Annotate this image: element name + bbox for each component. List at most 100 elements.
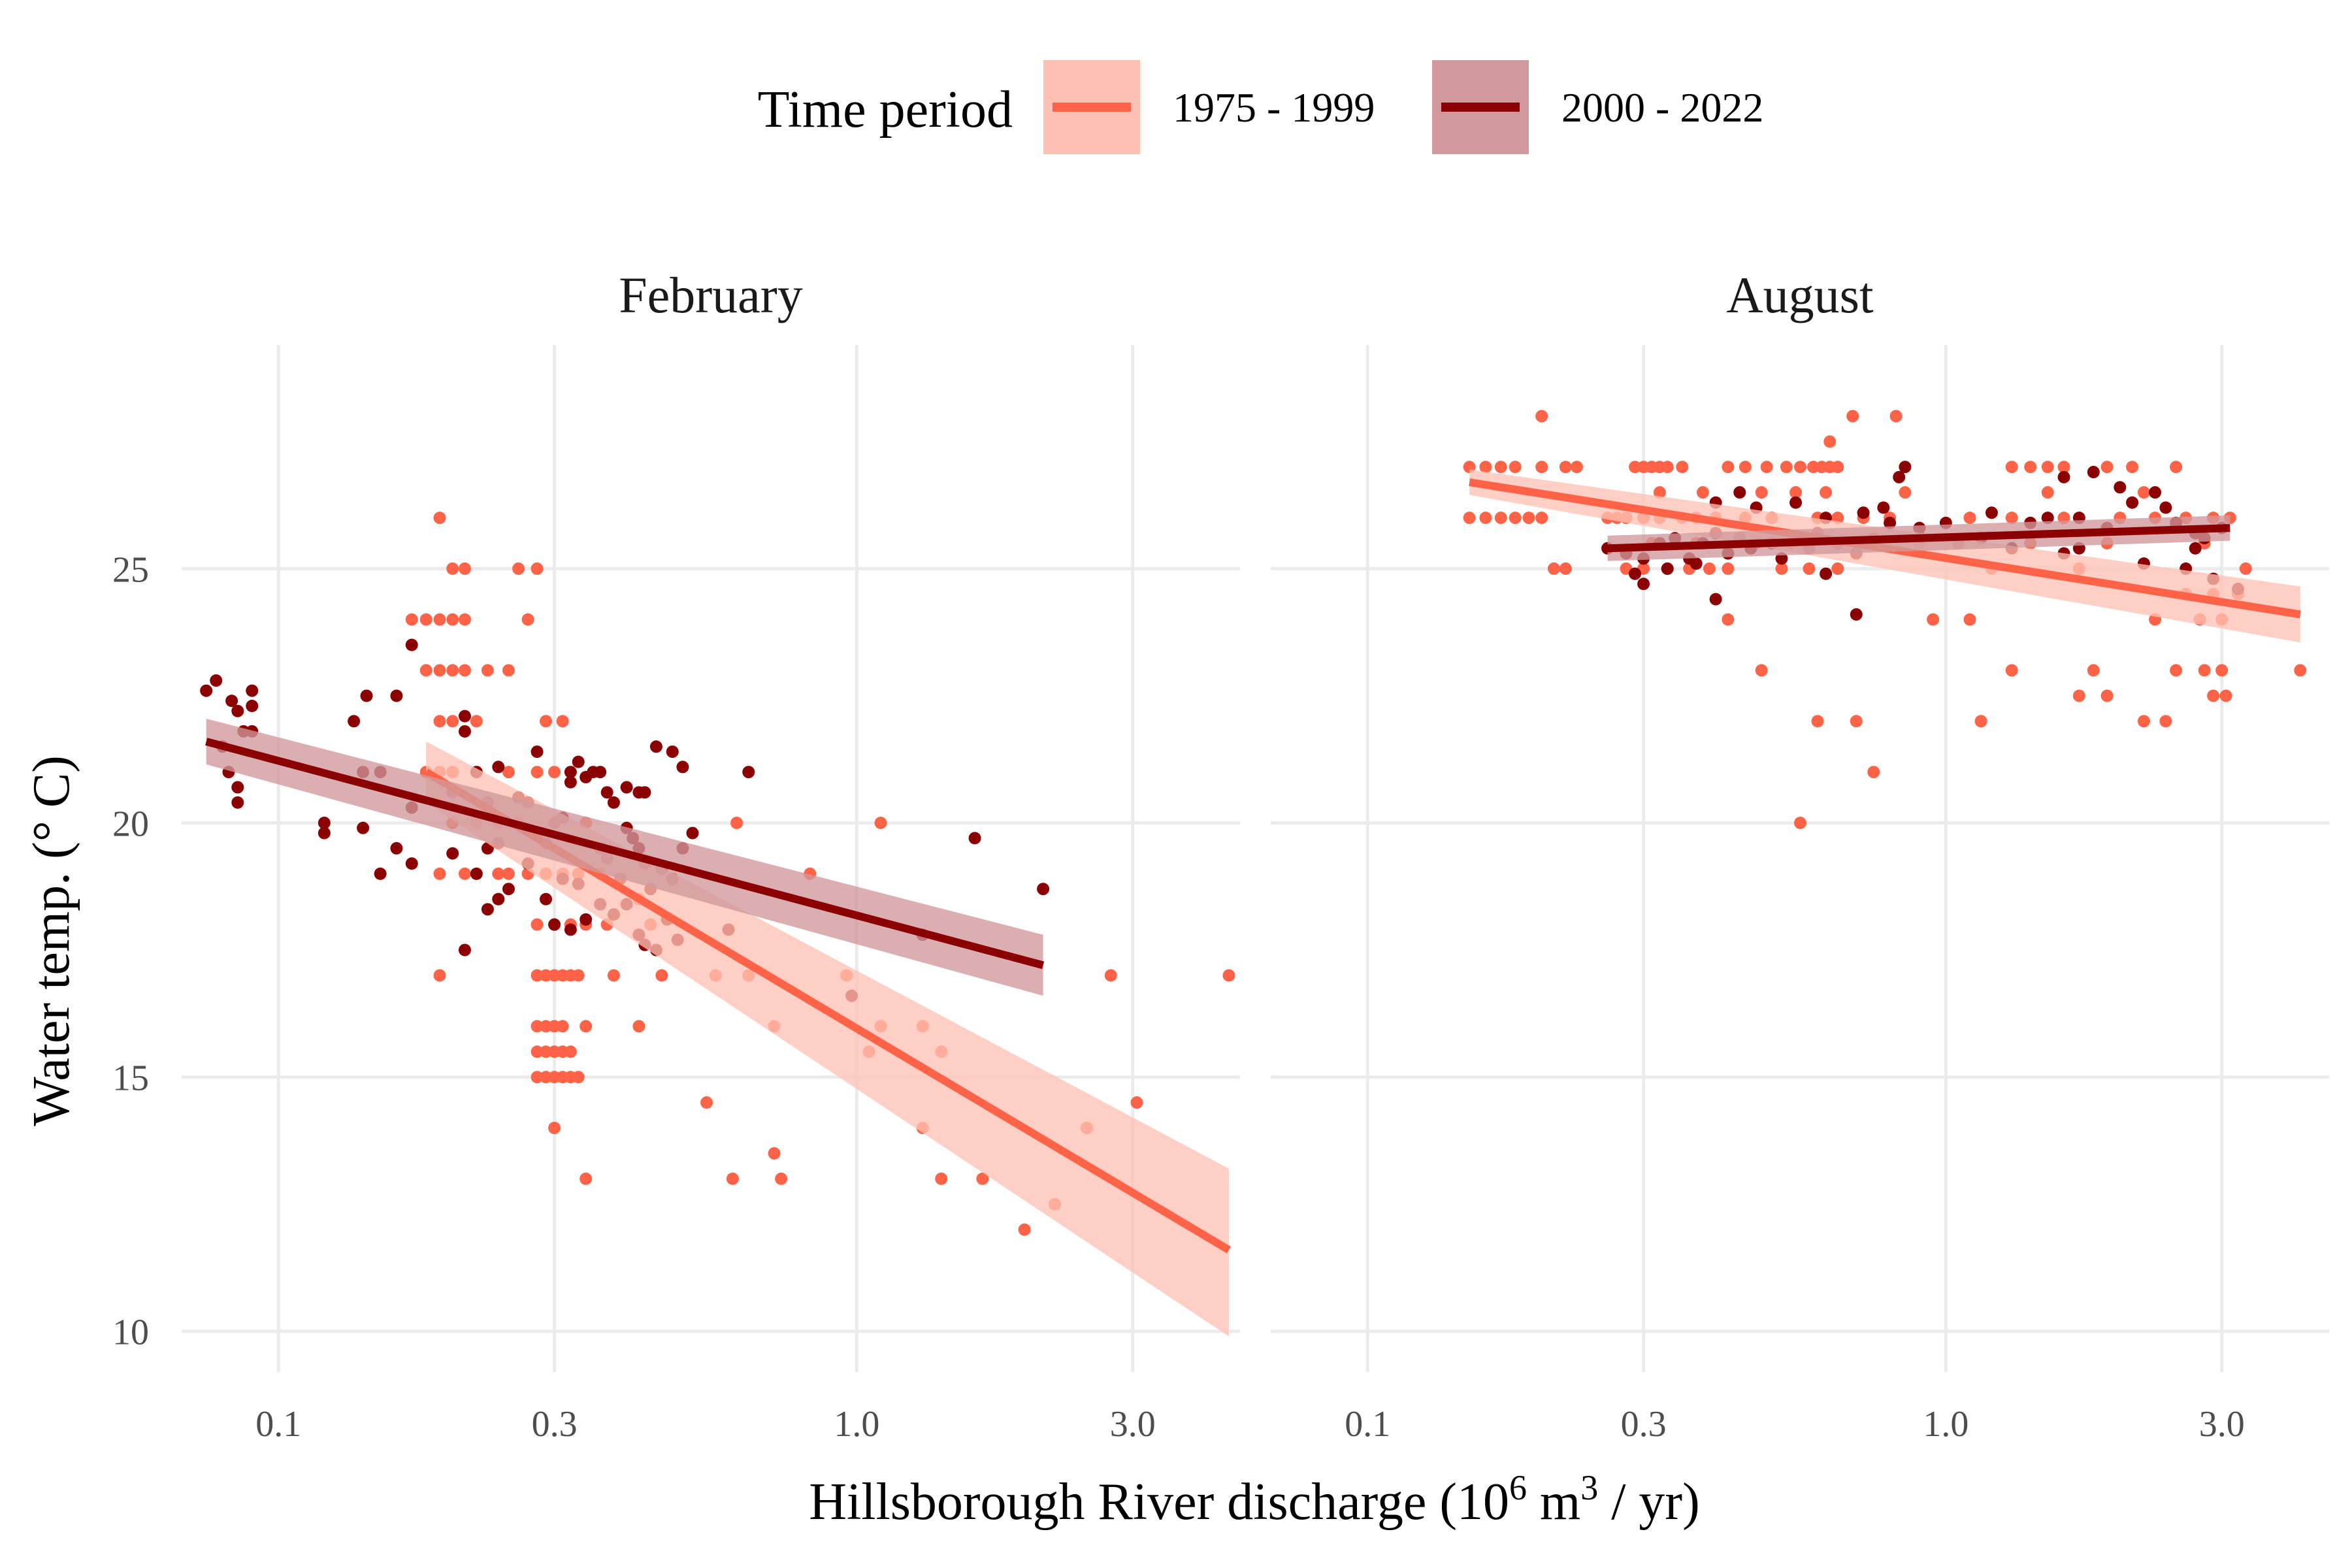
data-point xyxy=(1963,512,1976,525)
data-point xyxy=(2087,466,2100,479)
data-point xyxy=(1637,578,1650,591)
data-point xyxy=(1509,512,1522,525)
data-point xyxy=(1846,410,1859,423)
data-point xyxy=(1676,461,1689,474)
data-point xyxy=(1811,715,1824,728)
data-point xyxy=(1690,557,1703,570)
data-point xyxy=(1867,766,1880,779)
data-point xyxy=(666,745,679,759)
data-point xyxy=(686,826,699,840)
data-point xyxy=(768,1147,781,1160)
x-tick-label: 0.3 xyxy=(1621,1404,1667,1445)
data-point xyxy=(1661,562,1674,575)
data-point xyxy=(1803,562,1816,575)
data-point xyxy=(458,867,471,880)
data-point xyxy=(210,674,223,687)
data-point xyxy=(548,766,561,779)
data-point xyxy=(433,867,446,880)
data-point xyxy=(1780,461,1793,474)
data-point xyxy=(2024,461,2037,474)
data-point xyxy=(2189,542,2202,555)
data-point xyxy=(1722,562,1735,575)
facet-panels: February 0.1 0.3 1.0 3.0 10 15 20 25 August 0.1 0.3… xyxy=(112,267,2329,1445)
data-point xyxy=(1927,613,1940,626)
data-point xyxy=(1889,410,1903,423)
data-point xyxy=(607,796,620,809)
data-point xyxy=(492,892,505,906)
data-point xyxy=(1899,486,1912,499)
data-point xyxy=(1884,516,1897,529)
data-point xyxy=(433,664,446,677)
data-point xyxy=(580,1020,593,1033)
data-point xyxy=(405,857,418,870)
data-point xyxy=(481,903,494,916)
data-point xyxy=(2159,501,2172,514)
data-point xyxy=(481,664,494,677)
data-point xyxy=(2005,461,2018,474)
data-point xyxy=(531,1071,544,1084)
data-point xyxy=(742,766,755,779)
data-point xyxy=(594,766,607,779)
data-point xyxy=(502,664,515,677)
data-point xyxy=(1479,512,1492,525)
data-point xyxy=(2057,461,2070,474)
data-point xyxy=(502,867,515,880)
data-point xyxy=(2100,689,2114,702)
data-point xyxy=(2137,715,2150,728)
data-point xyxy=(1535,410,1548,423)
data-point xyxy=(540,969,553,982)
data-point xyxy=(200,684,213,697)
data-point xyxy=(548,918,561,931)
data-point xyxy=(976,1172,989,1185)
data-point xyxy=(512,562,525,575)
data-point xyxy=(2072,689,2085,702)
facet-label: February xyxy=(619,267,803,323)
data-point xyxy=(1629,461,1642,474)
data-point xyxy=(1547,562,1560,575)
data-point xyxy=(1535,512,1548,525)
data-point xyxy=(1494,461,1507,474)
data-point xyxy=(231,796,244,809)
data-point xyxy=(492,760,505,774)
data-point xyxy=(458,664,471,677)
x-tick-label: 0.1 xyxy=(255,1404,301,1445)
data-point xyxy=(607,969,620,982)
legend-entry: 1975 - 1999 xyxy=(1043,60,1375,154)
data-point xyxy=(458,613,471,626)
data-point xyxy=(2041,461,2054,474)
data-point xyxy=(433,512,446,525)
data-point xyxy=(564,1045,577,1058)
data-point xyxy=(572,1071,585,1084)
data-point xyxy=(1463,512,1476,525)
data-point xyxy=(531,1045,544,1058)
data-point xyxy=(1709,593,1722,606)
data-point xyxy=(2207,689,2220,702)
data-point xyxy=(935,1172,948,1185)
data-point xyxy=(1733,486,1746,499)
data-point xyxy=(564,923,577,936)
data-point xyxy=(600,786,613,799)
data-point xyxy=(419,664,433,677)
data-point xyxy=(2149,486,2162,499)
x-tick-label: 3.0 xyxy=(2199,1404,2245,1445)
data-point xyxy=(419,613,433,626)
data-point xyxy=(649,740,662,753)
data-point xyxy=(470,715,483,728)
data-point xyxy=(638,786,651,799)
data-point xyxy=(1722,461,1735,474)
x-axis-title-part: Hillsborough River discharge (10 xyxy=(809,1473,1509,1531)
data-point xyxy=(531,766,544,779)
data-point xyxy=(502,766,515,779)
data-point xyxy=(1494,512,1507,525)
data-point xyxy=(2100,461,2114,474)
x-tick-label: 0.1 xyxy=(1345,1404,1390,1445)
data-point xyxy=(620,781,633,794)
data-point xyxy=(1755,486,1768,499)
facet-label: August xyxy=(1726,267,1874,323)
data-point xyxy=(1985,506,1998,519)
data-point xyxy=(1820,486,1833,499)
data-point xyxy=(572,969,585,982)
data-point xyxy=(405,613,418,626)
data-point xyxy=(531,918,544,931)
data-point xyxy=(2057,470,2070,483)
